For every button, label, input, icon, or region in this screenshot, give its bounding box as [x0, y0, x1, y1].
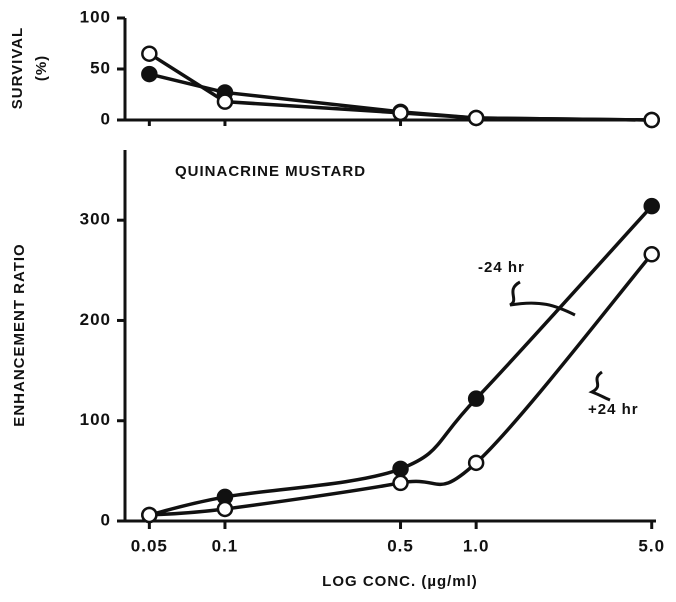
data-point	[467, 109, 485, 127]
chart-title: QUINACRINE MUSTARD	[175, 163, 366, 180]
arrow	[588, 370, 611, 402]
data-point	[216, 93, 234, 110]
y-tick-label: 300	[80, 210, 111, 229]
y-tick-label: 100	[80, 7, 111, 26]
y-label: (%)	[33, 55, 50, 81]
y-tick-label: 0	[101, 510, 111, 529]
y-tick-label: 0	[101, 109, 111, 128]
data-point	[392, 474, 409, 492]
data-point	[141, 65, 158, 83]
y-tick-label: 50	[90, 58, 111, 77]
data-point	[392, 460, 409, 478]
data-point	[141, 45, 158, 62]
x-tick-label: 0.5	[387, 536, 414, 555]
x-tick-label: 0.05	[131, 536, 168, 555]
series-label: +24 hr	[588, 401, 639, 418]
data-point	[467, 390, 485, 407]
x-tick-label: 1.0	[463, 536, 490, 555]
series-label: -24 hr	[478, 259, 525, 276]
x-tick-label: 0.1	[212, 536, 239, 555]
data-point	[141, 506, 158, 524]
data-point	[392, 104, 409, 122]
y-tick-label: 100	[80, 410, 111, 429]
arrow	[509, 280, 576, 317]
y-tick-label: 200	[80, 310, 111, 329]
y-label: ENHANCEMENT RATIO	[11, 243, 28, 426]
data-point	[216, 500, 234, 518]
data-point	[467, 454, 485, 472]
data-point	[643, 246, 660, 263]
y-label: SURVIVAL	[9, 27, 26, 109]
data-point	[643, 197, 660, 215]
x-label: LOG CONC. (µg/ml)	[322, 573, 478, 590]
data-point	[643, 111, 660, 129]
x-tick-label: 5.0	[638, 536, 665, 555]
